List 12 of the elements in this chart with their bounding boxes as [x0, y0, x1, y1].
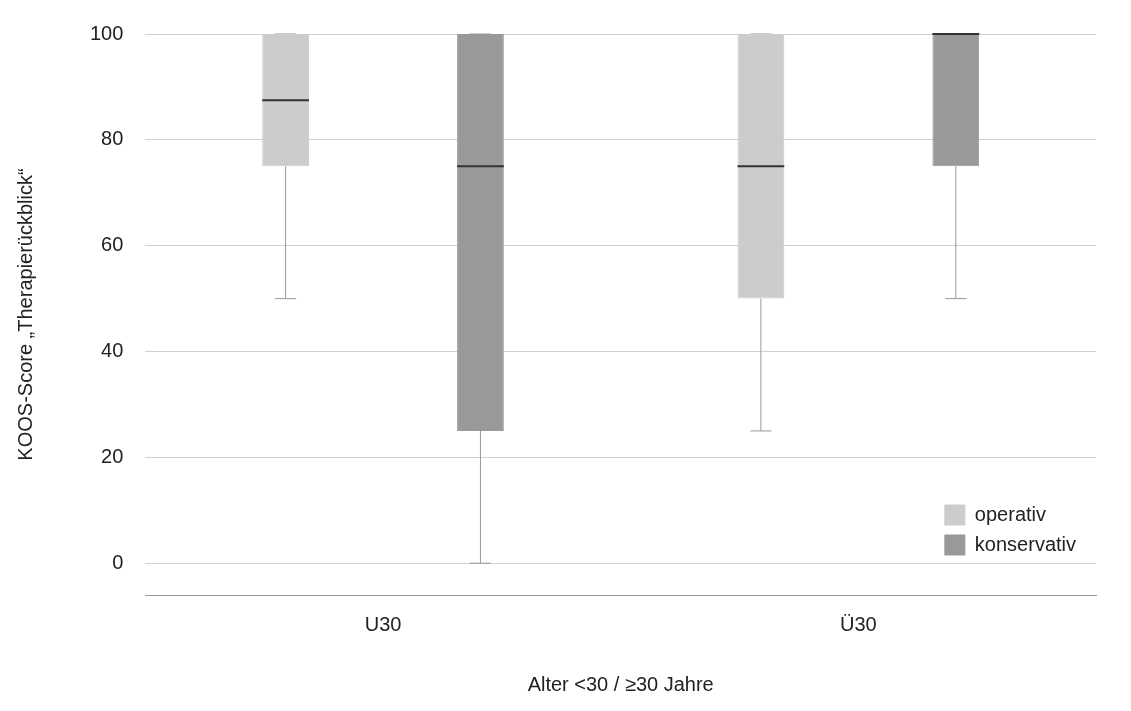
x-tick-label: Ü30	[839, 612, 877, 635]
y-tick-label: 60	[101, 233, 124, 256]
x-tick-label: U30	[364, 612, 402, 635]
y-tick-label: 40	[101, 339, 124, 362]
x-axis-title: Alter <30 / ≥30 Jahre	[527, 672, 714, 695]
y-tick-label: 0	[112, 550, 124, 573]
y-axis-title: KOOS-Score „Therapierückblick“	[13, 168, 36, 461]
y-tick-label: 100	[89, 21, 124, 44]
y-tick-label: 80	[101, 127, 124, 150]
legend-label: konservativ	[974, 532, 1076, 555]
legend-label: operativ	[974, 502, 1046, 525]
y-tick-label: 20	[101, 444, 124, 467]
